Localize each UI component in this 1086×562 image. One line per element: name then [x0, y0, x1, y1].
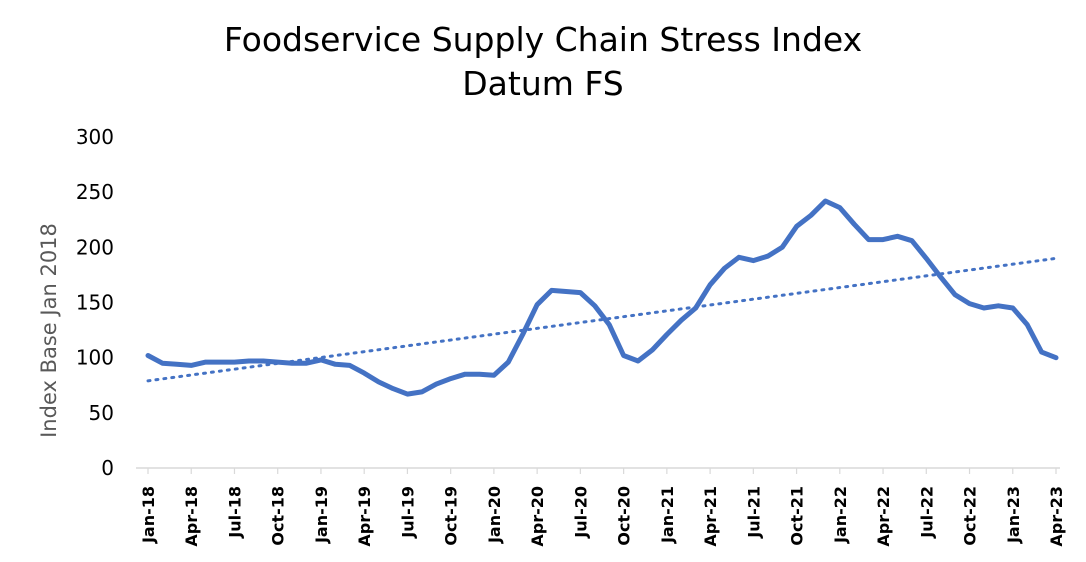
- y-axis-label: Index Base Jan 2018: [37, 223, 61, 438]
- x-tick-label: Apr-22: [874, 486, 893, 547]
- chart-subtitle: Datum FS: [462, 64, 624, 103]
- y-tick-label: 300: [76, 125, 114, 149]
- x-tick-label: Jan-19: [312, 486, 331, 544]
- x-tick-label: Jan-22: [831, 486, 850, 544]
- chart-title: Foodservice Supply Chain Stress Index: [223, 20, 863, 59]
- x-tick-label: Apr-20: [528, 486, 547, 547]
- series-line-stress-index: [145, 198, 1059, 397]
- x-tick-label: Oct-19: [442, 486, 461, 546]
- x-tick-label: Jul-18: [225, 486, 244, 539]
- x-tick-label: Oct-21: [788, 486, 807, 546]
- trend-line: [146, 256, 1058, 383]
- y-tick-label: 250: [76, 180, 114, 204]
- x-tick-label: Jan-23: [1004, 486, 1023, 544]
- y-tick-label: 150: [76, 291, 114, 315]
- x-tick-label: Jul-20: [571, 486, 590, 539]
- x-tick-label: Jan-18: [139, 486, 158, 544]
- x-tick-label: Jan-21: [658, 486, 677, 544]
- x-tick-label: Jul-22: [917, 486, 936, 539]
- y-tick-label: 100: [76, 346, 114, 370]
- x-tick-label: Jan-20: [485, 486, 504, 544]
- x-tick-label: Apr-23: [1047, 486, 1066, 547]
- x-tick-label: Oct-20: [615, 486, 634, 546]
- x-tick-label: Jul-19: [398, 486, 417, 539]
- x-tick-label: Apr-19: [355, 486, 374, 547]
- x-tick-label: Jul-21: [744, 486, 763, 539]
- y-tick-label: 200: [76, 235, 114, 259]
- x-tick-label: Oct-22: [961, 486, 980, 546]
- y-tick-label: 50: [89, 401, 114, 425]
- x-tick-label: Apr-21: [701, 486, 720, 547]
- x-tick-label: Oct-18: [269, 486, 288, 546]
- y-tick-label: 0: [101, 456, 114, 480]
- x-tick-label: Apr-18: [182, 486, 201, 547]
